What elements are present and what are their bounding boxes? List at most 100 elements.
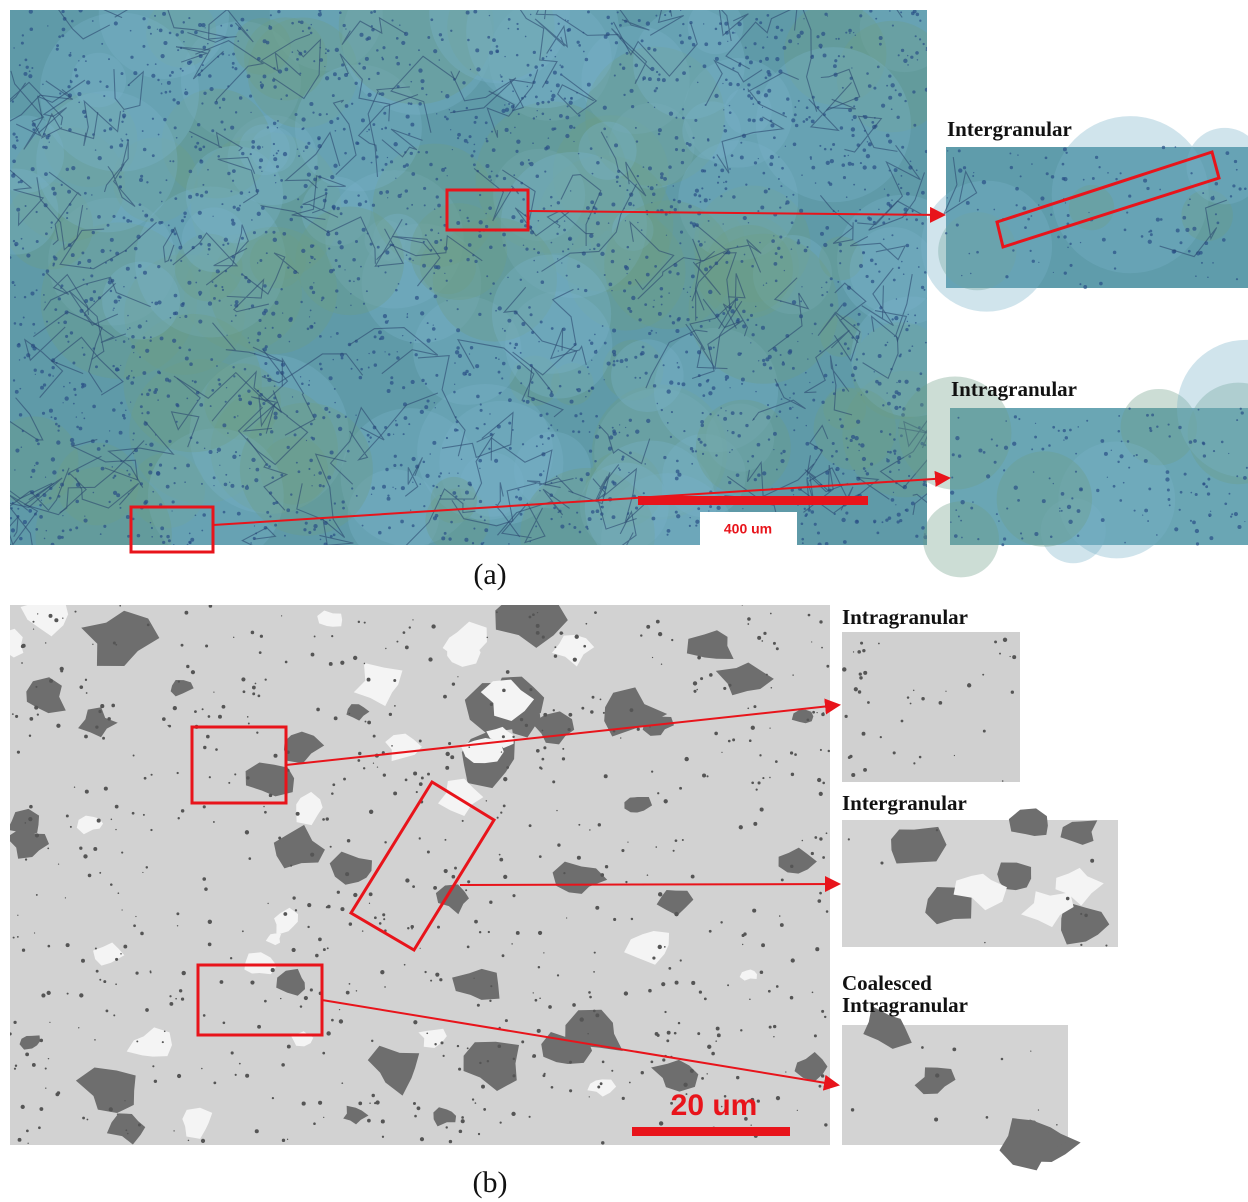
texture — [127, 1133, 129, 1135]
texture — [694, 193, 697, 196]
texture — [803, 18, 804, 19]
texture — [1096, 489, 1099, 492]
texture — [608, 222, 610, 224]
texture — [143, 501, 147, 505]
texture — [232, 180, 234, 182]
texture — [308, 531, 311, 534]
texture — [26, 1130, 29, 1133]
texture — [737, 352, 741, 356]
texture — [28, 509, 32, 513]
texture — [590, 710, 593, 713]
texture — [111, 819, 113, 821]
texture — [420, 948, 421, 949]
texture — [557, 429, 558, 430]
texture — [658, 133, 661, 136]
texture — [479, 194, 481, 196]
texture — [85, 790, 89, 794]
texture — [541, 101, 544, 104]
texture — [29, 70, 31, 72]
texture — [195, 514, 197, 516]
texture — [215, 748, 218, 751]
texture — [961, 275, 962, 276]
texture — [898, 469, 900, 471]
texture — [648, 332, 651, 335]
texture — [1198, 409, 1200, 411]
texture — [194, 380, 197, 383]
texture — [71, 253, 75, 257]
texture — [812, 992, 814, 994]
texture — [557, 974, 559, 976]
texture — [82, 55, 85, 58]
texture — [766, 282, 768, 284]
texture — [370, 11, 373, 14]
texture — [211, 129, 214, 132]
texture — [624, 991, 628, 995]
texture — [260, 635, 263, 638]
texture — [886, 85, 888, 87]
texture — [207, 43, 209, 45]
texture — [130, 401, 131, 402]
texture — [423, 461, 426, 464]
texture — [729, 111, 732, 114]
texture — [537, 271, 539, 273]
texture — [720, 921, 722, 923]
texture — [1175, 146, 1177, 148]
texture — [1017, 154, 1018, 155]
texture — [699, 991, 702, 994]
texture — [345, 416, 347, 418]
texture — [274, 412, 278, 416]
texture — [780, 459, 784, 463]
texture — [161, 201, 163, 203]
texture — [899, 519, 902, 522]
texture — [612, 515, 616, 519]
texture — [1069, 243, 1071, 245]
texture — [307, 328, 310, 331]
texture — [657, 792, 659, 794]
texture — [619, 63, 621, 65]
texture — [83, 518, 87, 522]
texture — [691, 981, 695, 985]
texture — [107, 717, 110, 720]
texture — [919, 38, 921, 40]
texture — [490, 703, 493, 706]
texture — [292, 896, 295, 899]
texture — [367, 721, 371, 725]
texture — [771, 687, 773, 689]
texture — [52, 375, 54, 377]
texture — [737, 434, 740, 437]
texture — [916, 247, 918, 249]
texture — [241, 18, 245, 22]
texture — [323, 948, 326, 951]
texture — [349, 983, 351, 985]
texture — [634, 64, 638, 68]
texture — [269, 515, 271, 517]
texture — [103, 445, 105, 447]
texture — [397, 351, 398, 352]
texture — [28, 74, 32, 78]
texture — [42, 83, 44, 85]
texture — [951, 477, 953, 479]
texture — [637, 728, 640, 731]
texture — [131, 370, 133, 372]
texture — [199, 160, 203, 164]
texture — [81, 959, 85, 963]
texture — [508, 422, 511, 425]
texture — [514, 127, 516, 129]
texture — [202, 184, 204, 186]
texture — [718, 42, 722, 46]
texture — [458, 485, 460, 487]
texture — [699, 441, 702, 444]
texture — [646, 214, 648, 216]
texture — [569, 101, 573, 105]
texture — [365, 37, 368, 40]
texture — [138, 1124, 141, 1127]
texture — [805, 372, 807, 374]
texture — [362, 66, 366, 70]
texture — [98, 156, 102, 160]
texture — [878, 209, 879, 210]
texture — [882, 521, 884, 523]
texture — [575, 635, 579, 639]
texture — [855, 35, 856, 36]
texture — [1230, 515, 1232, 517]
texture — [617, 11, 619, 13]
